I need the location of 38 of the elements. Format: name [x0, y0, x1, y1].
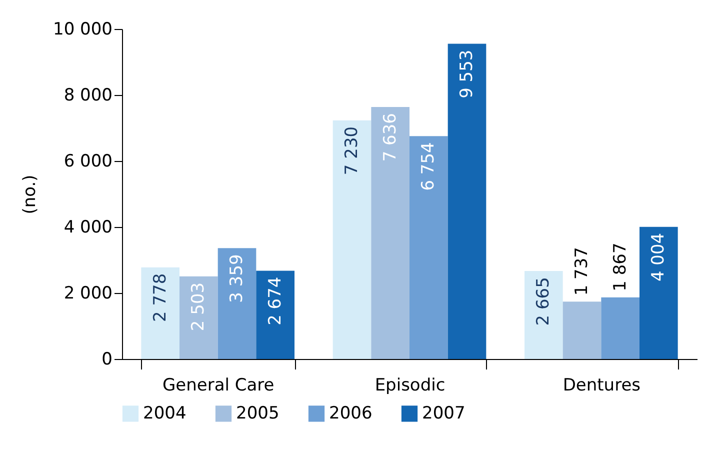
- data-label: 7 230: [342, 126, 362, 176]
- legend-label: 2007: [422, 404, 466, 424]
- data-label: 1 867: [610, 242, 630, 292]
- data-label: 2 665: [534, 277, 554, 326]
- data-label: 3 359: [227, 254, 247, 303]
- bar: [141, 267, 180, 359]
- bar: [332, 120, 372, 359]
- data-label: 2 778: [150, 273, 170, 322]
- legend-label: 2005: [236, 404, 280, 424]
- y-tick-label: 2 000: [64, 284, 112, 304]
- x-tick-label: General Care: [162, 376, 274, 396]
- bar: [524, 271, 563, 359]
- y-tick-label: 10 000: [53, 20, 112, 40]
- data-label: 4 004: [648, 232, 669, 282]
- y-tick-label: 0: [102, 350, 112, 370]
- data-label: 2 503: [188, 282, 209, 332]
- data-label: 6 754: [418, 142, 439, 191]
- bar: [180, 276, 218, 359]
- bar: [371, 107, 410, 359]
- data-label: 1 737: [572, 247, 592, 296]
- bar: [562, 302, 602, 359]
- bar: [640, 226, 678, 359]
- legend-label: 2006: [329, 404, 372, 424]
- y-tick-label: 4 000: [64, 218, 112, 238]
- legend-label: 2004: [143, 404, 186, 424]
- bar: [256, 270, 294, 359]
- x-tick-label: Dentures: [562, 376, 641, 396]
- y-tick-label: 6 000: [64, 152, 112, 172]
- data-label: 9 553: [457, 50, 477, 98]
- bar: [448, 44, 486, 359]
- data-label: 2 674: [265, 276, 286, 326]
- bar: [410, 136, 448, 359]
- bar: [601, 297, 640, 359]
- data-label: 7 636: [380, 113, 400, 162]
- x-tick-label: Episodic: [374, 376, 446, 396]
- bar: [218, 248, 256, 359]
- y-axis-title: (no.): [20, 174, 40, 214]
- y-tick-label: 8 000: [64, 86, 112, 106]
